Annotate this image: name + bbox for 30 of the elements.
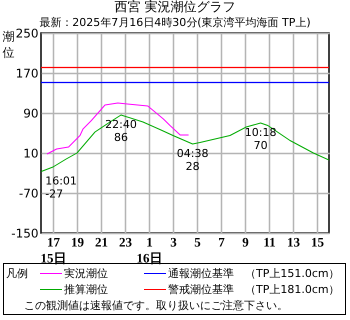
annotation: 10:18 70 (244, 126, 276, 152)
y-tick-label: 250 (16, 26, 38, 40)
x-tick-label: 7 (218, 234, 226, 250)
y-tick-label: 10 (23, 146, 38, 160)
legend-label: 通報潮位基準 （TP上151.0cm） (168, 266, 340, 280)
chart-title: 西宮 実況潮位グラフ (113, 0, 237, 15)
annotation: 22:40 86 (105, 118, 137, 144)
y-tick-label: 90 (23, 106, 38, 120)
y-tick-label: -70 (18, 186, 38, 200)
x-tick-label: 9 (242, 234, 250, 250)
y-axis-title: 潮位 (2, 30, 14, 60)
x-tick-label: 23 (119, 234, 132, 250)
annotation: 04:38 28 (176, 147, 208, 173)
line-series (41, 114, 329, 172)
x-tick-label: 5 (194, 234, 202, 250)
x-tick-label: 11 (263, 234, 276, 250)
legend-title: 凡例 (5, 266, 29, 280)
legend-label: 警戒潮位基準 （TP上181.0cm） (168, 282, 340, 296)
annotation: 16:01 -27 (45, 174, 77, 200)
x-tick-label: 19 (71, 234, 84, 250)
x-tick-label: 3 (170, 234, 178, 250)
legend-label: 実況潮位 (64, 266, 108, 280)
chart-subtitle: 最新：2025年7月16日4時30分(東京湾平均海面 TP上) (39, 16, 311, 29)
y-tick-label: 170 (16, 66, 38, 80)
x-tick-label: 21 (95, 234, 108, 250)
y-tick-label: -150 (11, 226, 38, 240)
x-tick-label: 15 (311, 234, 324, 250)
legend-label: 推算潮位 (64, 282, 108, 296)
text: この観測値は速報値です。取り扱いにご注意下さい。 (23, 298, 289, 313)
x-tick-label: 13 (287, 234, 300, 250)
